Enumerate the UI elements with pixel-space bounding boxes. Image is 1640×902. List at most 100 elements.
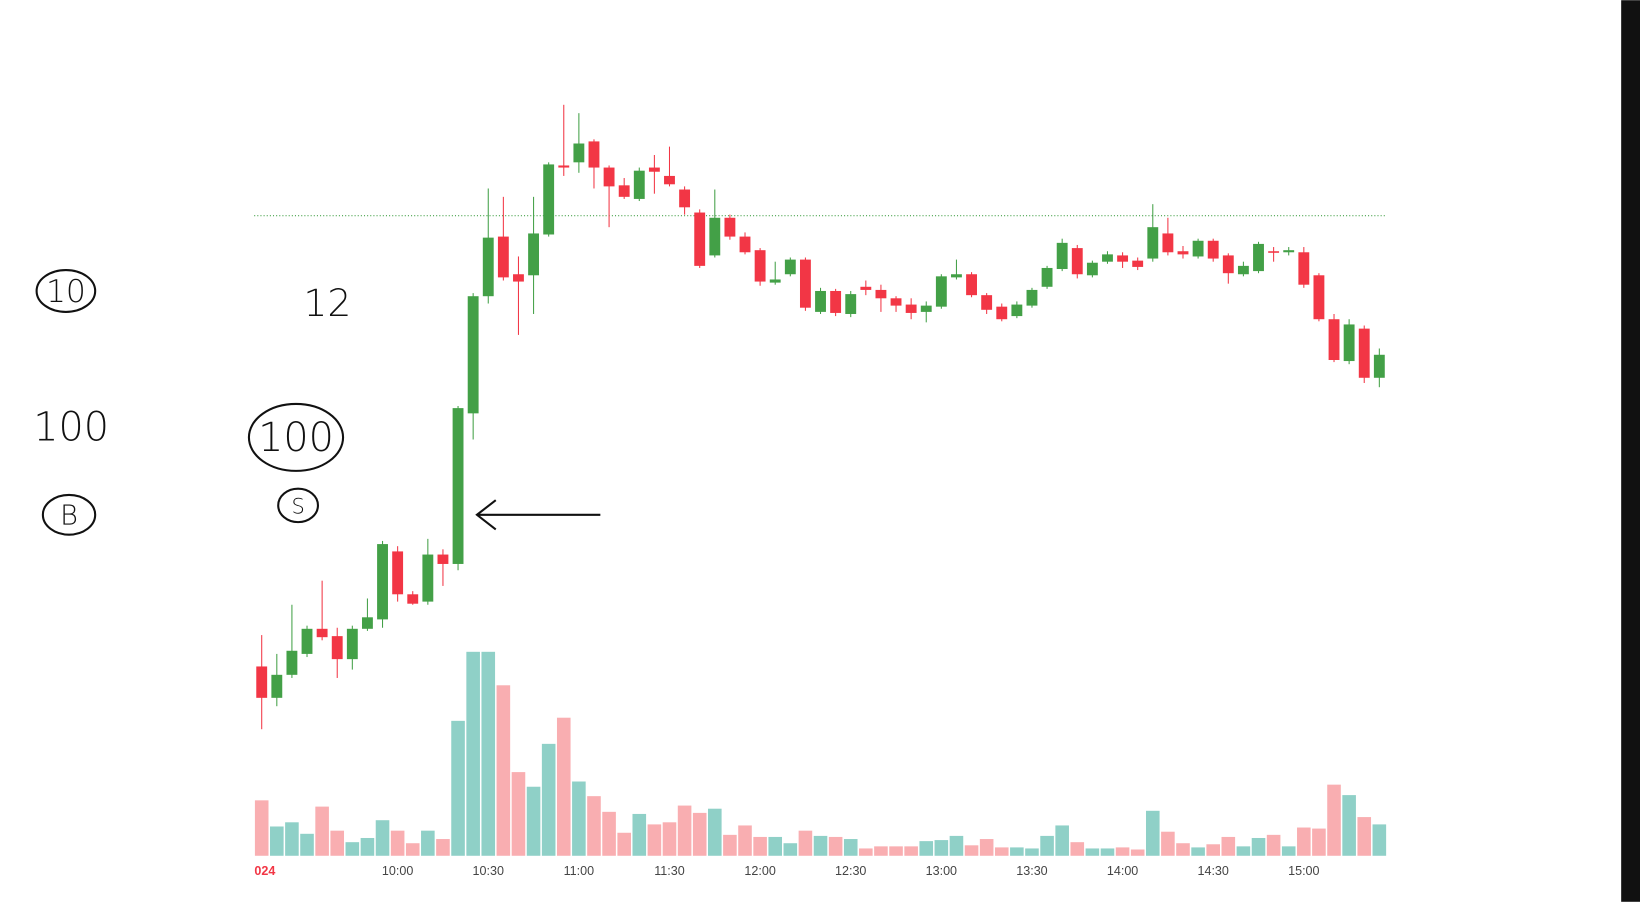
x-tick-label: 12:00 bbox=[744, 864, 775, 878]
candle-body bbox=[407, 594, 419, 604]
candle-body bbox=[543, 164, 555, 235]
volume-bar bbox=[1372, 824, 1387, 856]
candle-body bbox=[452, 408, 464, 564]
volume-bar bbox=[270, 826, 284, 856]
volume-bar bbox=[979, 839, 994, 856]
candle-body bbox=[573, 143, 585, 163]
volume-bar bbox=[662, 822, 677, 856]
circle-mark bbox=[35, 269, 97, 313]
candle-body bbox=[709, 217, 721, 256]
volume-bar bbox=[572, 781, 586, 856]
candle-body bbox=[346, 628, 358, 660]
volume-bar bbox=[617, 832, 631, 856]
candle-body bbox=[679, 189, 691, 208]
volume-bar bbox=[1010, 847, 1024, 856]
candle-body bbox=[497, 236, 509, 278]
candle-body bbox=[1086, 262, 1098, 276]
candle-body bbox=[392, 551, 404, 595]
volume-bar bbox=[768, 836, 783, 856]
candle-body bbox=[951, 274, 962, 278]
x-tick-label: 13:00 bbox=[926, 864, 957, 878]
candle-body bbox=[739, 236, 751, 253]
volume-bar bbox=[753, 836, 767, 856]
candle-body bbox=[422, 554, 434, 602]
volume-bar bbox=[904, 846, 918, 856]
candle-body bbox=[1343, 324, 1355, 362]
volume-bar bbox=[315, 806, 329, 856]
candle-body bbox=[618, 185, 630, 197]
volume-bar bbox=[1055, 825, 1069, 856]
candle-body bbox=[1358, 328, 1370, 378]
candle-body bbox=[799, 259, 811, 308]
volume-bar bbox=[300, 833, 314, 856]
volume-bar bbox=[647, 824, 662, 856]
volume-bar bbox=[1100, 848, 1115, 856]
candle-body bbox=[558, 165, 570, 168]
volume-bar bbox=[1191, 847, 1205, 856]
candle-body bbox=[664, 175, 675, 185]
candle-body bbox=[377, 544, 388, 620]
candle-body bbox=[528, 233, 540, 276]
candle-body bbox=[482, 237, 494, 297]
sidebar-edge bbox=[1621, 0, 1640, 902]
volume-bar bbox=[632, 813, 647, 856]
volume-bar bbox=[708, 808, 722, 856]
candle-body bbox=[875, 289, 887, 299]
arrow bbox=[475, 499, 601, 531]
annotation: 10 bbox=[46, 274, 86, 310]
candle-body bbox=[1132, 260, 1144, 267]
annotation: 12 bbox=[303, 281, 351, 325]
candle-body bbox=[981, 295, 993, 310]
candle-body bbox=[588, 141, 600, 168]
x-tick-label: 024 bbox=[254, 864, 275, 878]
candle-body bbox=[1222, 255, 1234, 274]
volume-bar bbox=[451, 720, 465, 856]
x-tick-label: 14:00 bbox=[1107, 864, 1138, 878]
candle-body bbox=[648, 167, 660, 172]
volume-bar bbox=[587, 796, 601, 856]
circle-mark bbox=[41, 493, 97, 536]
volume-bar bbox=[828, 836, 843, 856]
volume-bar bbox=[1145, 810, 1160, 856]
candle-body bbox=[1011, 304, 1023, 317]
volume-bar bbox=[466, 651, 480, 856]
volume-bar bbox=[436, 839, 450, 856]
candle-body bbox=[513, 274, 524, 282]
volume-bar bbox=[345, 842, 360, 856]
volume-bar bbox=[1161, 831, 1175, 856]
x-tick-label: 12:30 bbox=[835, 864, 866, 878]
volume-bar bbox=[511, 772, 526, 856]
volume-bar bbox=[1221, 836, 1236, 856]
candle-body bbox=[724, 217, 736, 237]
candle-body bbox=[890, 298, 902, 306]
volume-bar bbox=[421, 830, 435, 856]
x-tick-label: 11:30 bbox=[654, 864, 684, 878]
volume-bar bbox=[1206, 844, 1220, 856]
x-tick-label: 13:30 bbox=[1016, 864, 1047, 878]
annotation: B bbox=[60, 500, 78, 531]
volume-bar bbox=[798, 830, 813, 856]
volume-bar bbox=[496, 685, 511, 856]
volume-bar bbox=[405, 843, 420, 856]
candle-body bbox=[361, 617, 373, 629]
volume-bar bbox=[919, 841, 934, 856]
candle-body bbox=[271, 674, 283, 698]
volume-bar bbox=[738, 825, 752, 856]
candle-body bbox=[1253, 243, 1264, 272]
candle-body bbox=[603, 167, 615, 187]
volume-bar bbox=[677, 805, 692, 856]
candle-body bbox=[1237, 265, 1249, 275]
volume-bar bbox=[783, 843, 798, 856]
volume-bar bbox=[723, 834, 737, 856]
volume-bar bbox=[1312, 828, 1326, 856]
volume-bar bbox=[541, 743, 556, 856]
volume-bar bbox=[360, 837, 375, 856]
candle-body bbox=[437, 554, 449, 564]
x-tick-label: 10:30 bbox=[473, 864, 504, 878]
candle-body bbox=[467, 296, 479, 414]
candle-body bbox=[1298, 252, 1310, 285]
volume-bar bbox=[813, 835, 828, 856]
candle-body bbox=[935, 276, 947, 307]
